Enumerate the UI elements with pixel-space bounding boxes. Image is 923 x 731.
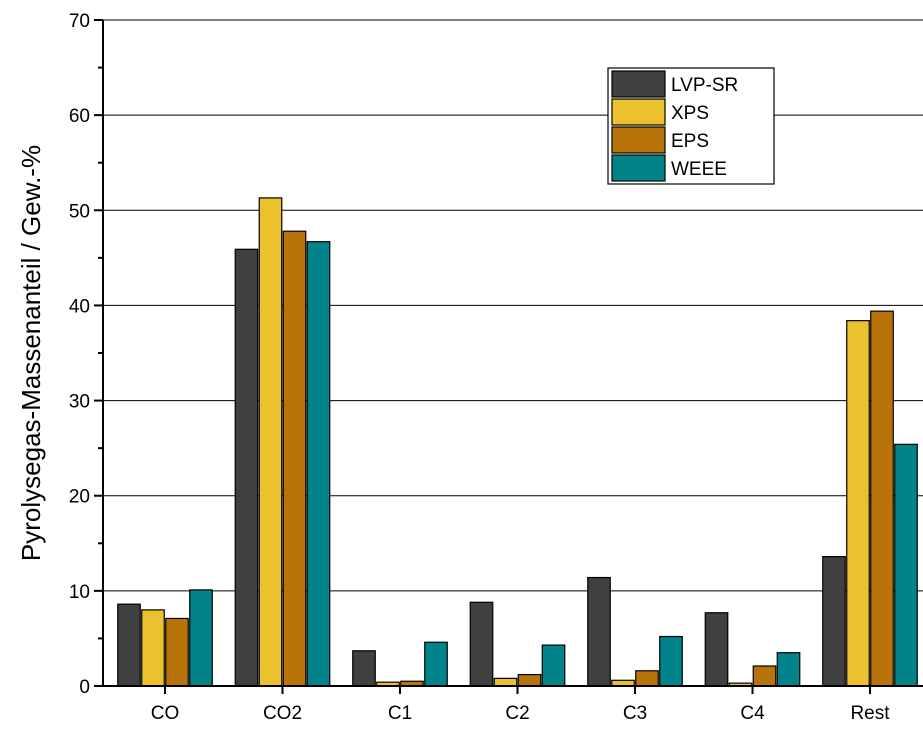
bar-lvp-sr-c1: [352, 650, 376, 687]
bar-eps-c2: [517, 673, 542, 687]
y-tick-label: 20: [69, 487, 90, 508]
bar-eps-co: [165, 617, 189, 687]
bar-lvp-sr-c2: [469, 601, 494, 687]
bar-xps-rest: [846, 320, 870, 687]
bar-weee-c1: [424, 641, 448, 687]
legend-swatch-weee: [611, 154, 666, 182]
y-tick-label: 40: [69, 296, 90, 317]
bar-weee-c2: [541, 644, 566, 687]
bars: [117, 197, 918, 687]
axes: [102, 20, 923, 687]
bar-weee-rest: [894, 443, 918, 687]
y-tick-label: 50: [69, 201, 90, 222]
bar-eps-rest: [870, 310, 894, 687]
bar-weee-c4: [776, 652, 801, 687]
x-tick-label: CO2: [263, 703, 302, 724]
x-tick-label: C1: [388, 703, 412, 724]
legend-label: EPS: [671, 131, 709, 152]
legend-label: WEEE: [671, 159, 727, 180]
y-tick-label: 10: [69, 582, 90, 603]
x-tick-label: C2: [505, 703, 529, 724]
y-axis-title: Pyrolysegas-Massenanteil / Gew.-%: [16, 145, 46, 561]
legend-swatch-eps: [611, 126, 666, 154]
bar-lvp-sr-rest: [822, 556, 846, 687]
y-tick-label: 70: [69, 11, 90, 32]
bar-eps-c3: [635, 670, 659, 687]
gridlines: [103, 19, 923, 592]
bar-weee-co: [189, 589, 213, 687]
bar-weee-c3: [659, 635, 683, 687]
legend-swatch-xps: [611, 98, 666, 126]
bar-xps-co: [141, 609, 165, 687]
y-tick-label: 60: [69, 106, 90, 127]
legend-label: LVP-SR: [671, 75, 738, 96]
bar-xps-co2: [258, 197, 283, 687]
x-tick-label: C4: [740, 703, 765, 724]
bar-lvp-sr-co: [117, 603, 141, 687]
bar-eps-c4: [752, 665, 777, 687]
bar-lvp-sr-c3: [587, 576, 611, 687]
bar-xps-c2: [493, 677, 518, 687]
x-tick-label: CO: [151, 703, 180, 724]
bar-lvp-sr-c4: [704, 612, 729, 687]
legend: LVP-SR XPS EPS WEEE: [607, 67, 775, 185]
bar-eps-co2: [282, 230, 307, 687]
bar-weee-co2: [306, 241, 331, 687]
y-tick-label: 30: [69, 392, 90, 413]
legend-swatch-lvp-sr: [611, 70, 666, 98]
legend-label: XPS: [671, 103, 709, 124]
x-tick-label: C3: [623, 703, 647, 724]
ticks: 0 10 20 30 40 50 60 70 CO CO2 C1 C2 C3 C4 Rest: [69, 11, 890, 724]
x-tick-label: Rest: [850, 703, 890, 724]
bar-lvp-sr-co2: [234, 248, 259, 687]
y-tick-label: 0: [79, 677, 90, 698]
